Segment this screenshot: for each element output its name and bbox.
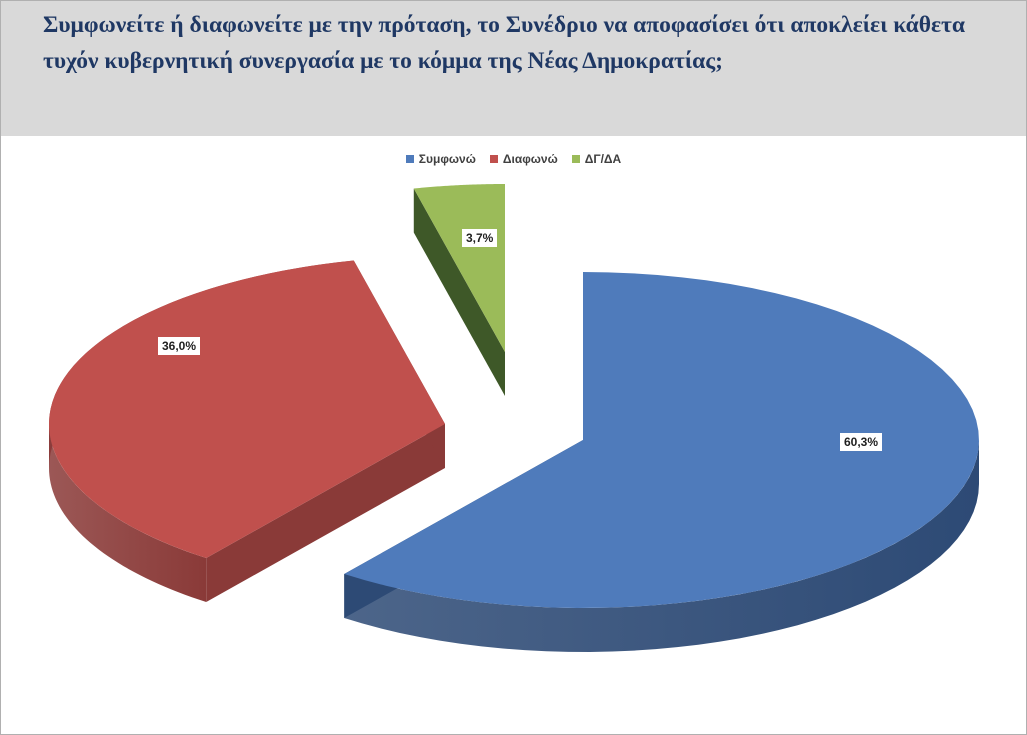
legend-label-disagree: Διαφωνώ xyxy=(502,152,558,166)
legend-label-agree: Συμφωνώ xyxy=(418,152,476,166)
pie-slice-agree xyxy=(344,272,980,652)
legend: Συμφωνώ Διαφωνώ ΔΓ/ΔΑ xyxy=(0,150,1027,168)
legend-swatch-agree xyxy=(405,155,414,163)
pie-top-dk xyxy=(413,184,505,352)
legend-item-disagree: Διαφωνώ xyxy=(489,150,558,168)
pie-wall-disagree-0 xyxy=(206,424,445,603)
pie-top-agree xyxy=(344,272,979,608)
legend-label-dk: ΔΓ/ΔΑ xyxy=(584,152,622,166)
legend-swatch-dk xyxy=(571,155,580,163)
data-label-agree: 60,3% xyxy=(840,433,883,451)
legend-item-dk: ΔΓ/ΔΑ xyxy=(571,150,622,168)
question-header: Συμφωνείτε ή διαφωνείτε με την πρόταση, … xyxy=(1,1,1026,136)
pie-side-agree xyxy=(344,440,980,652)
pie-wall-dk-0 xyxy=(413,188,505,396)
legend-swatch-disagree xyxy=(489,155,498,163)
data-label-disagree: 36,0% xyxy=(158,337,201,355)
pie-top-disagree xyxy=(49,260,446,559)
pie-side-disagree xyxy=(49,424,207,603)
pie-slice-dk xyxy=(413,184,505,396)
pie-slice-disagree xyxy=(49,260,446,603)
data-label-dk: 3,7% xyxy=(462,229,498,247)
legend-item-agree: Συμφωνώ xyxy=(405,150,476,168)
question-title: Συμφωνείτε ή διαφωνείτε με την πρόταση, … xyxy=(43,12,965,74)
